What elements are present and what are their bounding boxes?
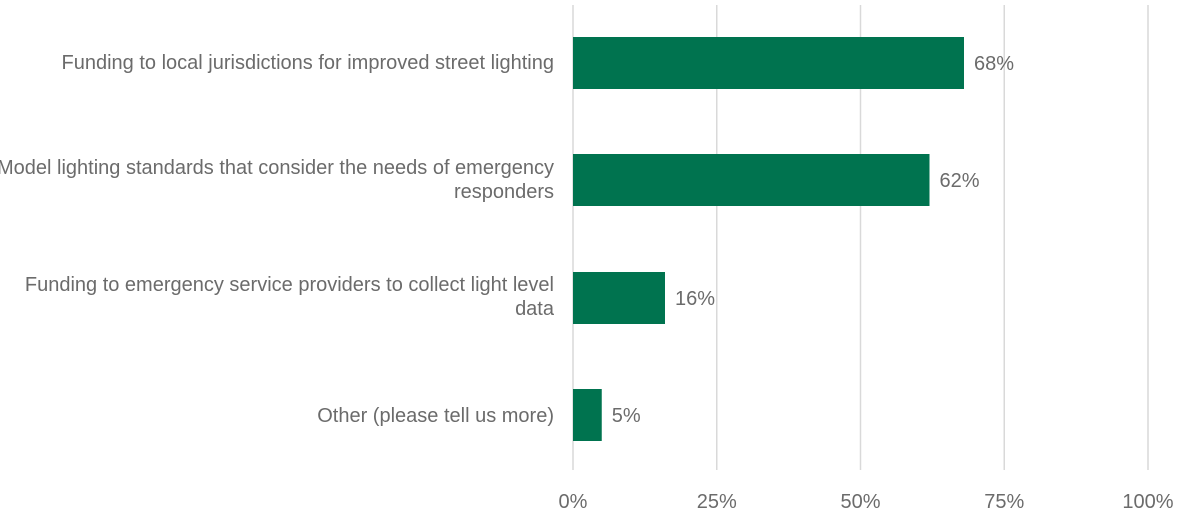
data-labels: 68% 62% 16% 5% [612, 53, 1014, 427]
bar [573, 272, 665, 324]
x-tick-label: 75% [984, 491, 1024, 512]
bar [573, 389, 602, 441]
data-label: 62% [940, 170, 980, 192]
x-tick-label: 0% [559, 491, 588, 512]
x-tick-label: 25% [697, 491, 737, 512]
bars [573, 37, 964, 441]
bar [573, 37, 964, 89]
x-tick-label: 100% [1122, 491, 1173, 512]
category-label: Funding to local jurisdictions for impro… [61, 52, 554, 74]
x-axis-ticks: 0% 25% 50% 75% 100% [559, 491, 1174, 513]
data-label: 5% [612, 405, 641, 427]
bar [573, 154, 930, 206]
data-label: 16% [675, 288, 715, 310]
category-label: Model lighting standards that consider t… [0, 157, 554, 203]
category-label: Other (please tell us more) [317, 405, 554, 427]
data-label: 68% [974, 53, 1014, 75]
x-tick-label: 50% [840, 491, 880, 512]
category-label: Funding to emergency service providers t… [24, 274, 554, 320]
